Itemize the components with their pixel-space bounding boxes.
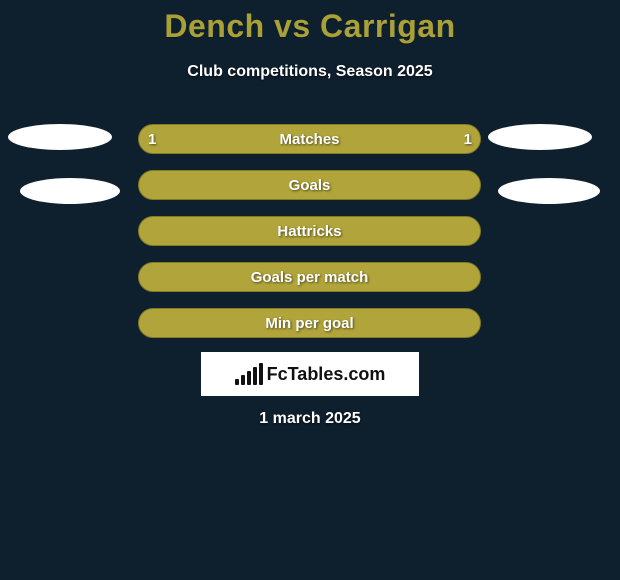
ellipse-right-2 [498,178,600,204]
page-title: Dench vs Carrigan [0,0,620,45]
brand-logo: FcTables.com [201,352,419,396]
ellipse-left-2 [20,178,120,204]
stats-block: Matches 1 1 Goals Hattricks Goals per match Mi… [0,124,620,354]
stat-bar: Matches [138,124,481,154]
stat-label: Matches [279,131,339,148]
ellipse-left-1 [8,124,112,150]
stat-bar: Hattricks [138,216,481,246]
stat-label: Min per goal [265,315,353,332]
stat-bar: Goals [138,170,481,200]
stat-label: Goals [289,177,331,194]
stat-right-value: 1 [464,124,472,154]
brand-text: FcTables.com [267,364,386,385]
chart-icon [235,363,263,385]
stat-left-value: 1 [148,124,156,154]
date-text: 1 march 2025 [0,410,620,428]
ellipse-right-1 [488,124,592,150]
stat-bar: Min per goal [138,308,481,338]
stat-label: Goals per match [251,269,369,286]
subtitle: Club competitions, Season 2025 [0,63,620,81]
stat-label: Hattricks [277,223,341,240]
stat-row: Goals per match [0,262,620,292]
stat-bar: Goals per match [138,262,481,292]
stat-row: Min per goal [0,308,620,338]
stat-row: Hattricks [0,216,620,246]
canvas: Dench vs Carrigan Club competitions, Sea… [0,0,620,580]
